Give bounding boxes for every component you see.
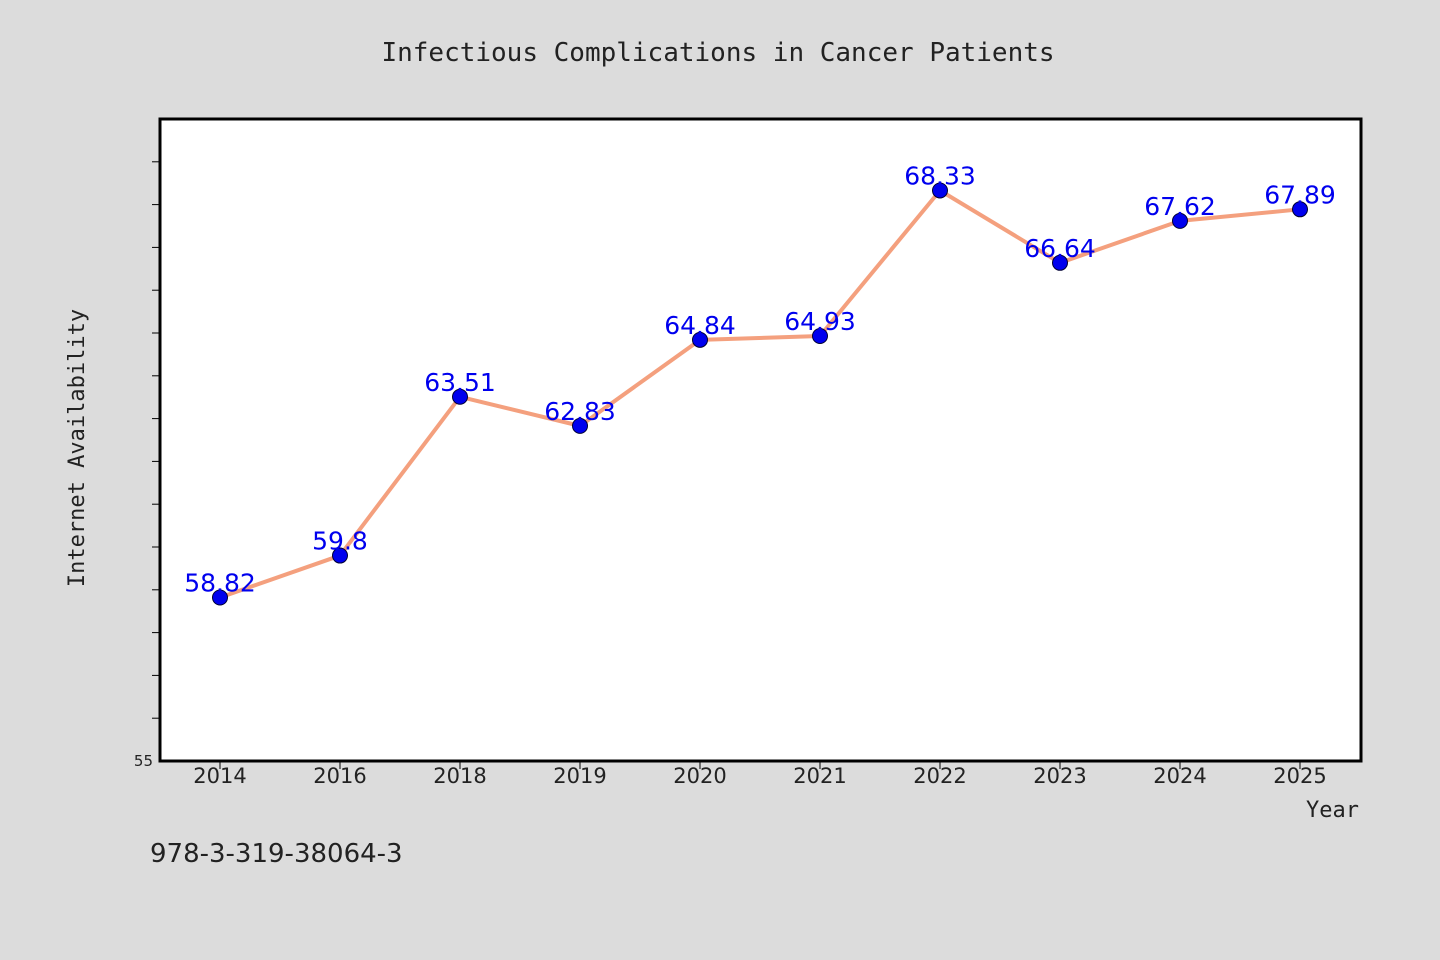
data-point: [812, 327, 828, 344]
data-point: [332, 547, 348, 564]
x-tick-label: 2019: [553, 764, 606, 788]
data-point: [692, 331, 708, 348]
x-tick-label: 2021: [793, 764, 846, 788]
data-label: 59.8: [312, 527, 368, 556]
x-axis-ticks: 2014 2016 2018 2019 2020 2021 2022 2023 2024 2025: [193, 761, 1327, 788]
x-tick-label: 2025: [1273, 764, 1326, 788]
x-tick-label: 2024: [1153, 764, 1206, 788]
data-point: [452, 388, 468, 405]
data-label: 58.82: [184, 569, 256, 598]
data-label: 67.89: [1264, 180, 1336, 209]
data-label: 67.62: [1144, 192, 1216, 221]
data-point: [1292, 201, 1308, 218]
data-label: 62.83: [544, 397, 616, 426]
data-series: 58.82 59.8 63.51 62.83 64.84 64.93 68.33 66.64 6…: [184, 161, 1336, 606]
data-point: [1172, 212, 1188, 229]
series-line: [219, 188, 1301, 600]
data-label: 64.84: [664, 311, 736, 340]
y-tick-label: 55: [134, 752, 153, 770]
x-tick-label: 2016: [313, 764, 366, 788]
x-tick-label: 2023: [1033, 764, 1086, 788]
data-label: 68.33: [904, 161, 976, 190]
data-point: [212, 589, 228, 606]
y-axis-label: Internet Availability: [65, 309, 90, 587]
data-point: [932, 182, 948, 199]
chart-title: Infectious Complications in Cancer Patie…: [381, 38, 1054, 68]
x-tick-label: 2022: [913, 764, 966, 788]
data-label: 64.93: [784, 307, 856, 336]
data-point: [572, 417, 588, 434]
data-label: 66.64: [1024, 234, 1096, 263]
x-axis-label: Year: [1306, 798, 1359, 823]
x-tick-label: 2018: [433, 764, 486, 788]
data-label: 63.51: [424, 368, 496, 397]
data-point: [1052, 254, 1068, 271]
x-tick-label: 2014: [193, 764, 246, 788]
y-axis-ticks: [152, 161, 160, 719]
x-tick-label: 2020: [673, 764, 726, 788]
isbn-annotation: 978-3-319-38064-3: [150, 839, 403, 869]
